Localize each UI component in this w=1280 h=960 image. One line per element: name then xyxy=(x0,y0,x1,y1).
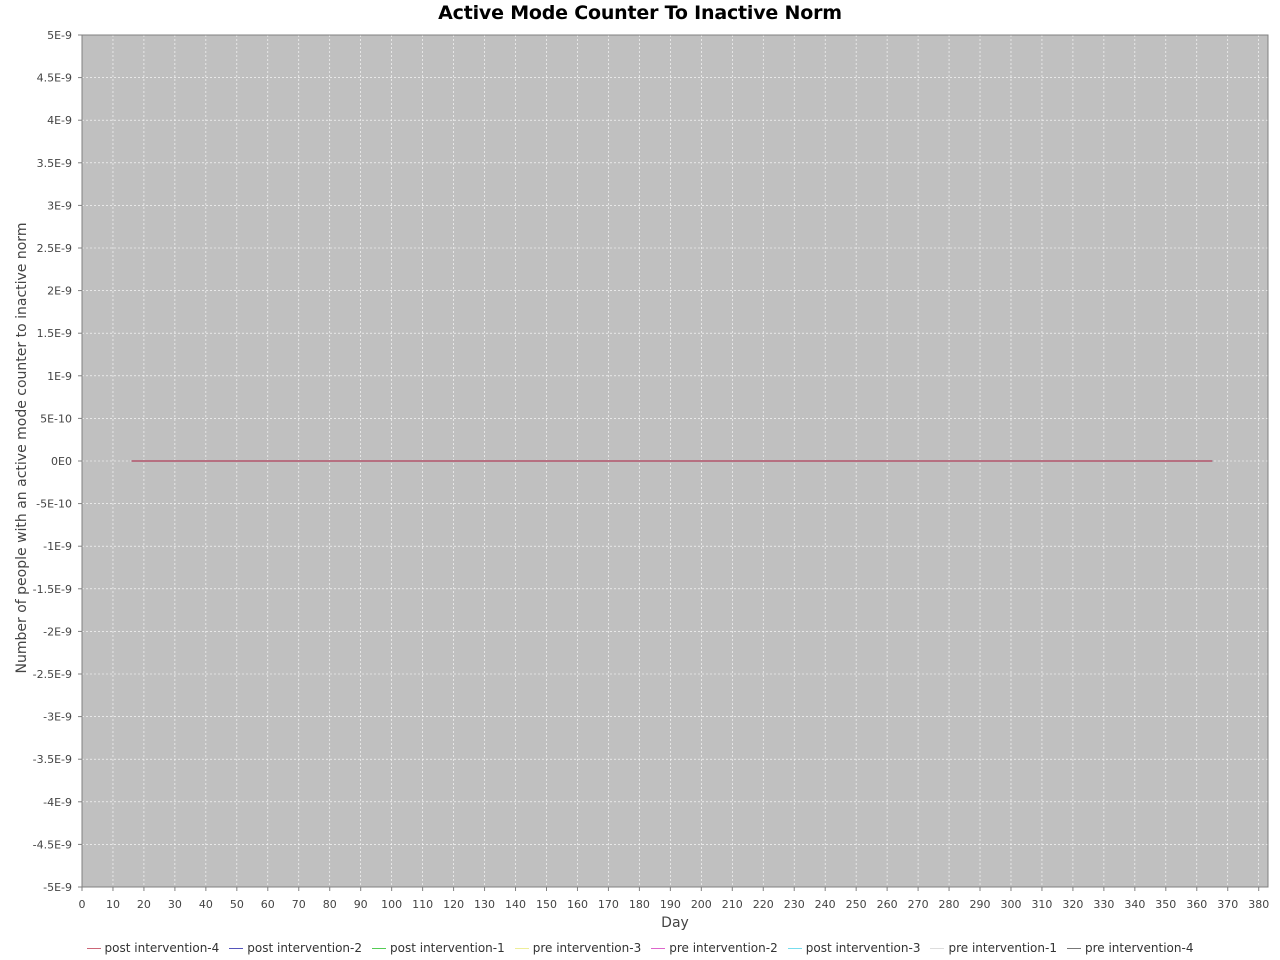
x-axis-ticks: 0 10 20 30 40 50 60 70 80 90 100 110 120 130 140 150 160… xyxy=(79,887,1269,911)
x-tick-label: 240 xyxy=(815,898,836,911)
x-tick-label: 300 xyxy=(1000,898,1021,911)
x-axis-label: Day xyxy=(661,915,689,931)
x-tick-label: 350 xyxy=(1155,898,1176,911)
x-tick-label: 260 xyxy=(877,898,898,911)
legend-swatch xyxy=(930,947,945,949)
y-tick-label: -3.5E-9 xyxy=(33,753,72,766)
legend-item: post intervention-2 xyxy=(229,941,362,955)
y-tick-label: -3E-9 xyxy=(43,711,72,724)
x-tick-label: 110 xyxy=(412,898,433,911)
legend-label: pre intervention-3 xyxy=(532,941,642,955)
x-tick-label: 20 xyxy=(137,898,151,911)
legend-label: post intervention-4 xyxy=(104,941,220,955)
x-tick-label: 310 xyxy=(1031,898,1052,911)
x-tick-label: 70 xyxy=(292,898,306,911)
legend-label: post intervention-2 xyxy=(247,941,362,955)
legend: post intervention-4 post intervention-2 po… xyxy=(0,940,1280,956)
legend-swatch xyxy=(514,947,529,949)
legend-label: pre intervention-2 xyxy=(669,941,778,955)
x-tick-label: 160 xyxy=(567,898,588,911)
y-tick-label: 3.5E-9 xyxy=(37,157,72,170)
x-tick-label: 270 xyxy=(908,898,929,911)
x-tick-label: 120 xyxy=(443,898,464,911)
x-tick-label: 50 xyxy=(230,898,244,911)
legend-item: pre intervention-4 xyxy=(1066,941,1194,955)
y-tick-label: 4E-9 xyxy=(47,114,72,127)
x-tick-label: 220 xyxy=(753,898,774,911)
x-tick-label: 0 xyxy=(79,898,86,911)
legend-item: post intervention-3 xyxy=(787,941,921,955)
legend-swatch xyxy=(787,947,802,949)
x-tick-label: 30 xyxy=(168,898,182,911)
chart-title: Active Mode Counter To Inactive Norm xyxy=(438,2,842,24)
legend-item: pre intervention-3 xyxy=(514,941,642,955)
y-tick-label: 1.5E-9 xyxy=(37,327,72,340)
x-tick-label: 80 xyxy=(323,898,337,911)
x-tick-label: 340 xyxy=(1124,898,1145,911)
x-tick-label: 180 xyxy=(629,898,650,911)
y-tick-label: -1.5E-9 xyxy=(33,583,72,596)
x-tick-label: 230 xyxy=(784,898,805,911)
x-tick-label: 10 xyxy=(106,898,120,911)
x-tick-label: 170 xyxy=(598,898,619,911)
legend-swatch xyxy=(86,947,101,949)
y-tick-label: -4E-9 xyxy=(43,796,72,809)
x-tick-label: 330 xyxy=(1093,898,1114,911)
x-tick-label: 130 xyxy=(474,898,495,911)
y-tick-label: -1E-9 xyxy=(43,540,72,553)
y-tick-label: 4.5E-9 xyxy=(37,72,72,85)
legend-swatch xyxy=(229,947,244,949)
legend-label: post intervention-3 xyxy=(805,941,921,955)
y-tick-label: -2E-9 xyxy=(43,625,72,638)
y-axis-label: Number of people with an active mode cou… xyxy=(14,223,30,674)
x-tick-label: 60 xyxy=(261,898,275,911)
line-chart: 5E-9 4.5E-9 4E-9 3.5E-9 3E-9 2.5E-9 2E-9 1.5E-9… xyxy=(14,29,1269,931)
x-tick-label: 250 xyxy=(846,898,867,911)
x-tick-label: 140 xyxy=(505,898,526,911)
y-tick-label: 0E0 xyxy=(51,455,72,468)
y-tick-label: -5E-9 xyxy=(43,881,72,894)
y-tick-label: 2E-9 xyxy=(47,285,72,298)
x-tick-label: 360 xyxy=(1186,898,1207,911)
x-tick-label: 380 xyxy=(1248,898,1269,911)
y-tick-label: -2.5E-9 xyxy=(33,668,72,681)
x-tick-label: 280 xyxy=(939,898,960,911)
legend-item: pre intervention-2 xyxy=(651,941,778,955)
legend-swatch xyxy=(651,947,666,949)
legend-label: pre intervention-1 xyxy=(948,941,1057,955)
x-tick-label: 100 xyxy=(381,898,402,911)
legend-item: pre intervention-1 xyxy=(930,941,1057,955)
y-tick-label: 2.5E-9 xyxy=(37,242,72,255)
legend-label: post intervention-1 xyxy=(390,941,505,955)
y-tick-label: -5E-10 xyxy=(36,498,72,511)
legend-item: post intervention-4 xyxy=(86,941,220,955)
x-tick-label: 190 xyxy=(660,898,681,911)
x-tick-label: 210 xyxy=(722,898,743,911)
legend-swatch xyxy=(1066,947,1081,949)
x-tick-label: 150 xyxy=(536,898,557,911)
y-tick-label: 5E-9 xyxy=(47,29,72,42)
y-tick-label: 5E-10 xyxy=(40,412,72,425)
legend-label: pre intervention-4 xyxy=(1084,941,1194,955)
x-tick-label: 370 xyxy=(1217,898,1238,911)
y-tick-label: 3E-9 xyxy=(47,199,72,212)
x-tick-label: 200 xyxy=(691,898,712,911)
y-axis-ticks: 5E-9 4.5E-9 4E-9 3.5E-9 3E-9 2.5E-9 2E-9 1.5E-9… xyxy=(33,29,82,894)
y-tick-label: -4.5E-9 xyxy=(33,838,72,851)
x-tick-label: 90 xyxy=(354,898,368,911)
x-tick-label: 320 xyxy=(1062,898,1083,911)
y-tick-label: 1E-9 xyxy=(47,370,72,383)
legend-swatch xyxy=(372,947,386,949)
x-tick-label: 290 xyxy=(970,898,991,911)
x-tick-label: 40 xyxy=(199,898,213,911)
legend-item: post intervention-1 xyxy=(372,941,505,955)
